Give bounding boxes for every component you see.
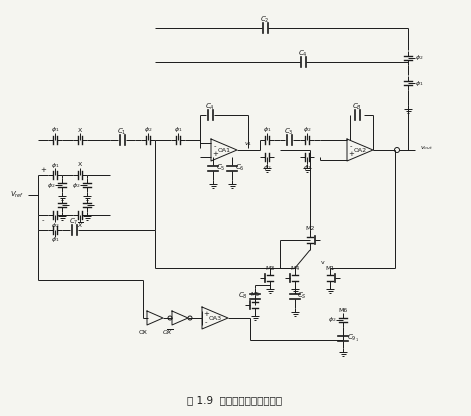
Text: $\phi_2$: $\phi_2$ bbox=[72, 181, 80, 190]
Text: $C_4$: $C_4$ bbox=[298, 49, 308, 59]
Text: $C_S$: $C_S$ bbox=[297, 291, 307, 301]
Text: $\phi_2$: $\phi_2$ bbox=[303, 126, 311, 134]
Text: $\phi_2$: $\phi_2$ bbox=[328, 315, 336, 324]
Text: $\phi_2$: $\phi_2$ bbox=[51, 220, 59, 230]
Text: $C_A$: $C_A$ bbox=[205, 102, 215, 112]
Text: $\phi_1$: $\phi_1$ bbox=[415, 79, 423, 87]
Text: $C_6$: $C_6$ bbox=[235, 163, 245, 173]
Text: $C_8$: $C_8$ bbox=[238, 291, 248, 301]
Text: $C_7$: $C_7$ bbox=[69, 217, 79, 227]
Text: $\phi_2$: $\phi_2$ bbox=[47, 181, 55, 190]
Text: $O\overline{X}$: $O\overline{X}$ bbox=[162, 327, 174, 337]
Text: +: + bbox=[212, 151, 218, 157]
Text: M6: M6 bbox=[338, 307, 348, 312]
Text: v: v bbox=[321, 260, 325, 265]
Text: $\phi_1$: $\phi_1$ bbox=[51, 126, 59, 134]
Text: M1: M1 bbox=[325, 265, 334, 270]
Text: M3: M3 bbox=[265, 265, 275, 270]
Text: 图 1.9  开关电容正弦波振荡器: 图 1.9 开关电容正弦波振荡器 bbox=[187, 395, 283, 405]
Text: OA2: OA2 bbox=[353, 148, 366, 153]
Text: $\phi_1$: $\phi_1$ bbox=[51, 235, 59, 245]
Text: +: + bbox=[203, 311, 209, 317]
Text: M4: M4 bbox=[290, 265, 300, 270]
Text: $\phi_2$: $\phi_2$ bbox=[144, 126, 152, 134]
Text: $\phi_1$: $\phi_1$ bbox=[263, 126, 271, 134]
Text: $v_1$: $v_1$ bbox=[244, 140, 252, 148]
Text: M5: M5 bbox=[251, 292, 260, 297]
Text: $\phi_2$: $\phi_2$ bbox=[263, 163, 271, 171]
Text: X: X bbox=[78, 163, 82, 168]
Text: $C_B$: $C_B$ bbox=[352, 102, 362, 112]
Text: OA1: OA1 bbox=[218, 148, 230, 153]
Text: M2: M2 bbox=[305, 225, 315, 230]
Text: -: - bbox=[350, 143, 352, 149]
Text: +: + bbox=[348, 151, 354, 157]
Text: $C_1$: $C_1$ bbox=[117, 127, 127, 137]
Text: X: X bbox=[78, 127, 82, 133]
Text: $\overline{X}$: $\overline{X}$ bbox=[77, 220, 83, 230]
Text: $v_{out}$: $v_{out}$ bbox=[420, 144, 433, 152]
Text: $C_2$: $C_2$ bbox=[260, 15, 270, 25]
Text: OA3: OA3 bbox=[209, 315, 221, 320]
Text: $C_5$: $C_5$ bbox=[216, 163, 226, 173]
Text: $\phi_1$: $\phi_1$ bbox=[303, 163, 311, 171]
Text: $\phi_1$: $\phi_1$ bbox=[51, 161, 59, 169]
Text: -: - bbox=[214, 143, 216, 149]
Text: $\phi_2$: $\phi_2$ bbox=[415, 54, 423, 62]
Text: $V_{ref}$: $V_{ref}$ bbox=[10, 190, 24, 200]
Text: -: - bbox=[42, 217, 44, 223]
Text: $\phi_1$: $\phi_1$ bbox=[174, 126, 182, 134]
Text: -: - bbox=[205, 319, 207, 325]
Text: OX: OX bbox=[138, 329, 147, 334]
Text: $C_3$: $C_3$ bbox=[284, 127, 294, 137]
Text: $C_{9_1}$: $C_{9_1}$ bbox=[347, 332, 359, 344]
Text: +: + bbox=[40, 167, 46, 173]
